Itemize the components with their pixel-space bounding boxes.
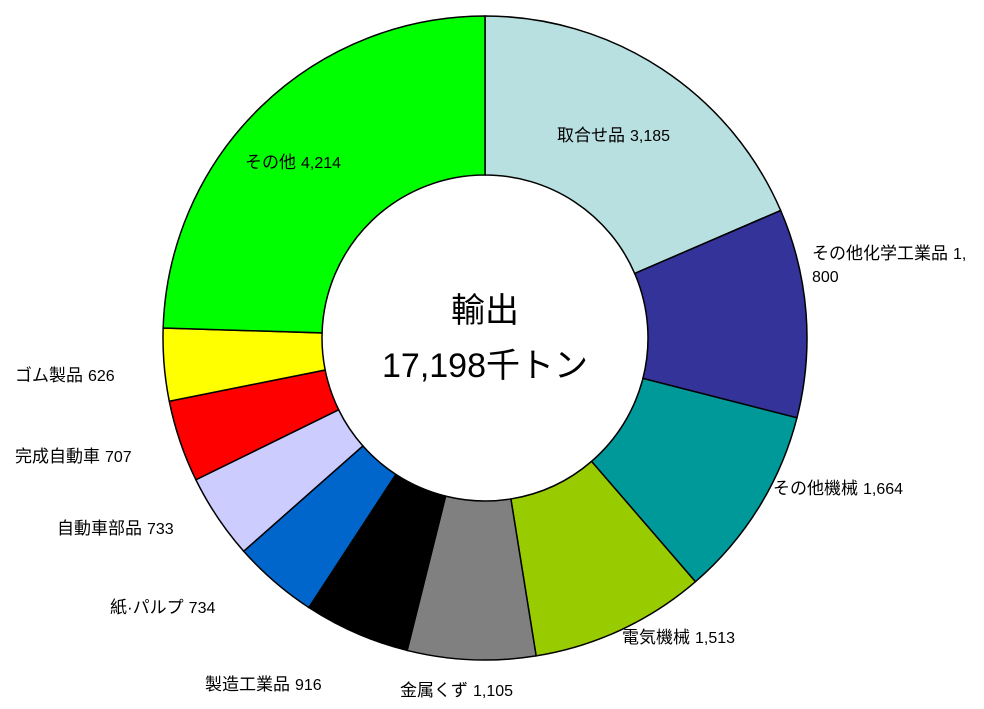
donut-segment	[162, 15, 486, 334]
category-name: 電気機械	[622, 628, 690, 647]
category-name: その他化学工業品	[812, 244, 948, 263]
value-label: 4,214	[301, 155, 342, 172]
value-label: 626	[88, 368, 115, 385]
segment-label: その他機械 1,664	[773, 478, 903, 501]
category-name: 自動車部品	[57, 519, 142, 538]
value-label: 734	[188, 600, 216, 617]
segment-label: 完成自動車 707	[15, 446, 132, 469]
category-name: 紙·パルプ	[110, 598, 184, 617]
segment-label: その他 4,214	[245, 152, 341, 175]
category-name: 金属くず	[400, 681, 468, 700]
segment-label: 金属くず 1,105	[400, 680, 513, 703]
segment-label: 自動車部品 733	[57, 518, 174, 541]
segment-label: 紙·パルプ 734	[110, 597, 215, 620]
center-total: 17,198千トン	[382, 347, 588, 385]
category-name: 製造工業品	[205, 675, 290, 694]
value-label: 1,513	[695, 630, 736, 647]
value-label: 3,185	[630, 128, 671, 145]
center-title: 輸出	[451, 292, 519, 330]
category-name: 取合せ品	[557, 126, 625, 145]
donut-segment	[484, 15, 782, 275]
category-name: その他	[245, 153, 296, 172]
value-label: 1,664	[863, 481, 904, 498]
segment-label: ゴム製品 626	[15, 365, 115, 388]
category-name: その他機械	[773, 479, 858, 498]
value-label: 707	[105, 449, 132, 466]
value-label: 916	[295, 677, 322, 694]
segment-label: 電気機械 1,513	[622, 627, 735, 650]
value-label: 1,105	[473, 683, 514, 700]
segment-label: 取合せ品 3,185	[557, 125, 670, 148]
category-name: 完成自動車	[15, 447, 100, 466]
value-label: 1,800	[812, 246, 967, 286]
segment-label: 製造工業品 916	[205, 674, 322, 697]
category-name: ゴム製品	[15, 366, 83, 385]
segment-label: その他化学工業品 1,800	[812, 243, 972, 289]
value-label: 733	[147, 521, 174, 538]
